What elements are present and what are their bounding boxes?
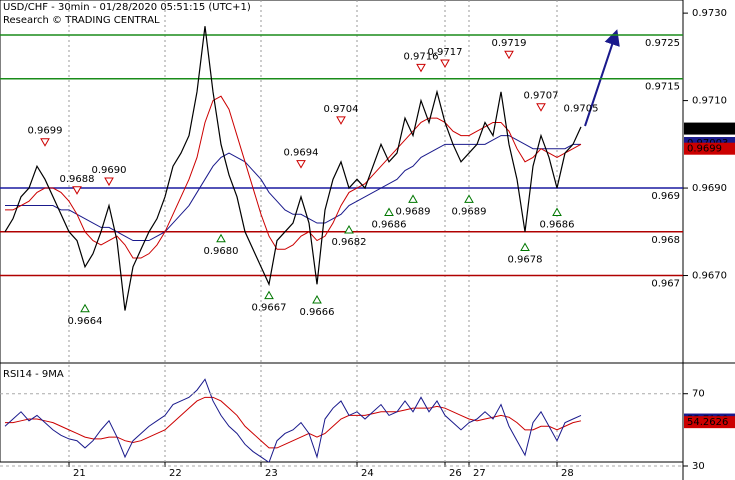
- last-value-label: 54.2626: [687, 417, 728, 428]
- plot-frame: [0, 0, 684, 463]
- y-tick-label: 70: [692, 389, 705, 400]
- x-tick-label: 24: [361, 468, 374, 479]
- level-label: 0.969: [651, 191, 680, 202]
- pivot-label: 0.9707: [524, 91, 559, 102]
- pivot-label: 0.9689: [452, 206, 487, 217]
- pivot-label: 0.9686: [372, 220, 407, 231]
- forecast-arrow: [584, 29, 620, 127]
- last-value-label: 0.97036: [687, 124, 728, 135]
- y-tick-label: 30: [692, 461, 705, 472]
- pivot-label: 0.9690: [92, 165, 127, 176]
- pivot-label: 0.9699: [28, 126, 63, 137]
- pivot-label: 0.9689: [396, 206, 431, 217]
- pivot-high: [504, 50, 514, 60]
- level-label: 0.967: [651, 279, 680, 290]
- pivot-label: 0.9666: [300, 307, 335, 318]
- pivot-label: 0.9719: [492, 38, 527, 49]
- rsi-title: RSI14 - 9MA: [3, 369, 64, 380]
- pivot-label: 0.9688: [60, 174, 95, 185]
- chart-subtitle: Research © TRADING CENTRAL: [3, 15, 160, 26]
- level-label: 0.9715: [645, 82, 680, 93]
- pivot-low: [80, 303, 90, 313]
- pivot-low: [520, 242, 530, 252]
- pivot-label: 0.9716: [404, 51, 439, 62]
- pivot-label: 0.9667: [252, 303, 287, 314]
- series-line: [5, 95, 582, 259]
- series-line: [4, 378, 582, 462]
- chart-title: USD/CHF - 30min - 01/28/2020 05:51:15 (U…: [3, 2, 251, 13]
- last-value-box: [684, 142, 735, 155]
- pivot-label: 0.9704: [324, 104, 359, 115]
- pivot-high: [336, 116, 346, 125]
- pivot-high: [296, 160, 306, 169]
- pivot-high: [440, 59, 450, 68]
- y-tick-label: 0.9670: [692, 271, 727, 282]
- pivot-low: [312, 295, 322, 304]
- pivot-label: 0.9694: [284, 148, 319, 159]
- pivot-label: 0.9686: [540, 220, 575, 231]
- level-label: 0.968: [651, 235, 680, 246]
- plot-area: [0, 26, 683, 311]
- y-tick-label: 0.9690: [692, 183, 727, 194]
- pivot-low: [344, 225, 354, 234]
- x-tick-label: 28: [561, 468, 574, 479]
- pivot-high: [72, 186, 82, 195]
- pivot-high: [40, 138, 50, 147]
- last-value-box: [684, 416, 735, 429]
- pivot-label: 0.9705: [564, 103, 599, 114]
- x-tick-label: 21: [73, 468, 86, 479]
- y-tick-label: 0.9730: [692, 8, 727, 19]
- level-label: 0.9725: [645, 38, 680, 49]
- last-value-box: [684, 122, 735, 135]
- pivot-high: [536, 103, 546, 112]
- series-line: [5, 135, 581, 242]
- pivot-label: 0.9682: [332, 237, 367, 248]
- x-tick-label: 23: [265, 468, 278, 479]
- pivot-high: [104, 177, 114, 187]
- pivot-label: 0.9717: [428, 47, 463, 58]
- pivot-high: [416, 63, 426, 73]
- pivot-low: [408, 194, 418, 203]
- x-tick-label: 27: [473, 468, 486, 479]
- pivot-low: [384, 207, 394, 217]
- pivot-low: [216, 233, 226, 243]
- pivot-label: 0.9664: [68, 316, 103, 327]
- pivot-low: [264, 290, 274, 300]
- plot-area: [4, 378, 582, 462]
- series-line: [5, 396, 582, 449]
- series-line: [4, 26, 582, 311]
- y-tick-label: 0.9710: [692, 96, 727, 107]
- x-tick-label: 26: [449, 468, 462, 479]
- pivot-label: 0.9680: [204, 246, 239, 257]
- pivot-low: [552, 207, 562, 217]
- pivot-low: [464, 194, 474, 203]
- x-tick-label: 22: [169, 468, 182, 479]
- pivot-label: 0.9678: [508, 255, 543, 266]
- last-value-label: 0.9699: [687, 144, 722, 155]
